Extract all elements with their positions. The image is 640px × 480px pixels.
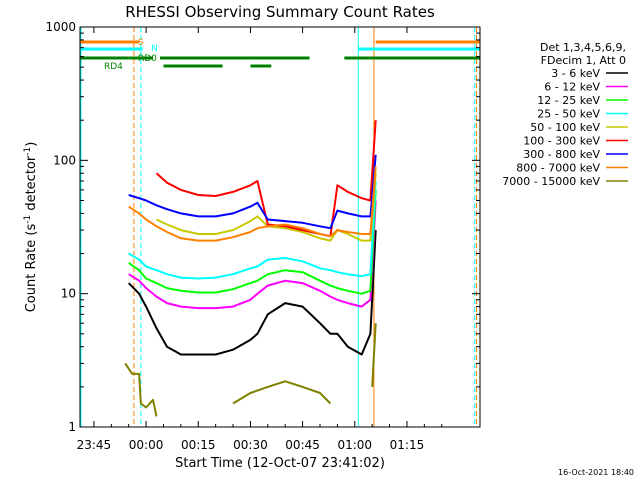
x-tick-label-4: 00:30 [233, 438, 268, 452]
legend-header-1: Det 1,3,4,5,6,9, [540, 41, 626, 54]
y-label-mid: detector [24, 155, 39, 215]
state-bars: RD4 RD0 SN [80, 38, 480, 72]
legend-label-9: 7000 - 15000 keV [502, 175, 600, 188]
legend-label-6: 100 - 300 keV [523, 135, 600, 148]
y-axis-ticks: 1 10 100 1000 [45, 20, 480, 434]
x-tick-label-2: 00:00 [129, 438, 164, 452]
legend-label-8: 800 - 7000 keV [516, 162, 600, 175]
x-tick-label-5: 00:45 [285, 438, 320, 452]
y-label-sup2: -1 [23, 147, 33, 156]
legend-label-3: 12 - 25 keV [537, 94, 600, 107]
y-label-main: Count Rate (s [24, 224, 39, 313]
legend-label-2: 6 - 12 keV [544, 81, 600, 94]
x-tick-label-3: 00:15 [181, 438, 216, 452]
series-lines [124, 120, 377, 417]
y-label-end: ) [24, 142, 39, 147]
x-tick-label-6: 01:00 [337, 438, 372, 452]
x-axis-ticks: 23:45 00:00 00:15 00:30 00:45 01:00 01:15 [77, 27, 443, 452]
series-line-2 [128, 200, 377, 310]
legend-label-5: 50 - 100 keV [530, 121, 600, 134]
legend-label-7: 300 - 800 keV [523, 148, 600, 161]
series-line-5 [156, 173, 377, 242]
footer-timestamp: 16-Oct-2021 18:40 [558, 468, 634, 477]
x-axis-label: Start Time (12-Oct-07 23:41:02) [175, 456, 385, 471]
state-bar-label-rd4: RD4 [104, 62, 123, 72]
plot-frame [79, 26, 481, 428]
series-line-3 [128, 189, 377, 295]
series-line-7 [128, 154, 377, 230]
series-line-9 [124, 323, 377, 417]
x-tick-label-7: 01:15 [390, 438, 425, 452]
y-tick-label-1: 1 [68, 420, 76, 434]
series-line-1 [127, 230, 377, 356]
y-axis-label: Count Rate (s-1 detector-1) [23, 142, 39, 313]
y-tick-label-2: 10 [61, 287, 76, 301]
state-bar-label-rd0: RD0 [138, 54, 157, 64]
state-bar-label-s: S [138, 38, 144, 48]
legend-header-2: FDecim 1, Att 0 [541, 54, 626, 67]
chart-title: RHESSI Observing Summary Count Rates [125, 3, 435, 21]
y-label-sup1: -1 [23, 215, 33, 224]
legend-label-1: 3 - 6 keV [551, 67, 600, 80]
y-tick-label-4: 1000 [45, 20, 76, 34]
state-bar-label-n: N [151, 44, 158, 54]
series-line-4 [128, 180, 377, 280]
legend: Det 1,3,4,5,6,9, FDecim 1, Att 0 3 - 6 k… [502, 41, 628, 188]
legend-label-4: 25 - 50 keV [537, 108, 600, 121]
x-tick-label-1: 23:45 [77, 438, 112, 452]
y-tick-label-3: 100 [53, 153, 76, 167]
series-line-8 [128, 166, 377, 242]
